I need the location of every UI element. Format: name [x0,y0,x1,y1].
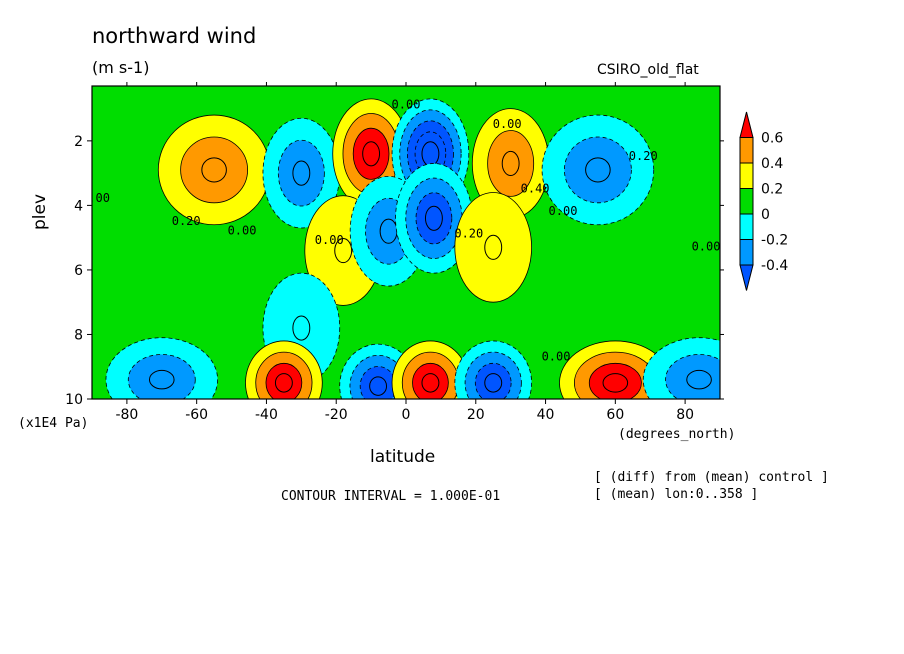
x-tick-label-6: 40 [537,407,555,423]
feature-1 [262,117,341,229]
contour-label-7: 0.20 [454,227,483,241]
colorbar-box-4 [739,213,754,240]
colorbar-label-2: 0.2 [761,182,783,198]
contour-label-8: 0.40 [521,181,550,195]
x-tick-label-5: 20 [467,407,485,423]
diff-note: [ (diff) from (mean) control ] [594,470,829,485]
y-tick-label-0: 2 [74,134,83,150]
colorbar-box-2 [739,162,754,189]
x-tick-label-8: 80 [676,407,694,423]
y-tick-label-3: 8 [74,327,83,343]
model-label: CSIRO_old_flat [597,62,699,78]
lon-note: [ (mean) lon:0..358 ] [594,487,759,502]
colorbar: 0.6 0.4 0.2 0 -0.2 -0.4 [739,111,788,291]
contour-label-2: 0.20 [629,149,658,163]
plot-axes: -80 -60 -40 -20 0 20 40 60 80 2 4 6 8 10 [65,82,724,423]
colorbar-top-arrow [739,111,754,138]
colorbar-bottom-arrow [739,264,754,291]
contour-label-4: 0.00 [81,191,110,205]
feature-17 [642,337,720,399]
x-tick-label-3: -20 [325,407,348,423]
feature-15 [454,340,532,399]
x-axis-label: latitude [370,447,436,467]
feature-0 [157,114,271,226]
x-tick-label-2: -40 [255,407,278,423]
x-tick-label-1: -60 [185,407,208,423]
x-axis-units: (degrees_north) [618,427,736,442]
contour-field: 0.00 0.00 0.20 0.20 0.00 0.00 0.00 0.20 0.40 0.00… [81,86,721,399]
contour-label-11: 0.00 [542,349,571,363]
chart-title: northward wind [92,24,257,48]
contour-label-10: 0.00 [692,240,721,254]
contour-label-0: 0.00 [392,98,421,112]
contour-label-1: 0.00 [493,117,522,131]
feature-11 [105,337,218,399]
y-tick-label-4: 10 [65,392,83,408]
contour-interval: CONTOUR INTERVAL = 1.000E-01 [281,489,501,504]
feature-5 [541,114,655,226]
colorbar-label-1: 0.4 [761,156,783,172]
colorbar-box-1 [739,137,754,164]
contour-label-5: 0.00 [228,223,257,237]
x-tick-label-4: 0 [402,407,411,423]
colorbar-label-0: 0.6 [761,131,783,147]
feature-4 [471,108,550,219]
contour-label-6: 0.00 [315,233,344,247]
x-tick-label-0: -80 [115,407,138,423]
y-tick-label-1: 4 [74,198,83,214]
y-axis-units: (x1E4 Pa) [18,416,89,431]
colorbar-label-3: 0 [761,207,770,223]
colorbar-box-5 [739,239,754,266]
colorbar-box-3 [739,188,754,215]
colorbar-label-4: -0.2 [761,233,788,249]
feature-9 [454,192,533,303]
colorbar-label-5: -0.4 [761,258,788,274]
contour-label-3: 0.20 [172,214,201,228]
y-tick-label-2: 6 [74,263,83,279]
contour-label-9: 0.00 [549,204,578,218]
x-tick-label-7: 60 [606,407,624,423]
chart-subtitle: (m s-1) [92,58,150,77]
feature-12 [245,340,323,399]
